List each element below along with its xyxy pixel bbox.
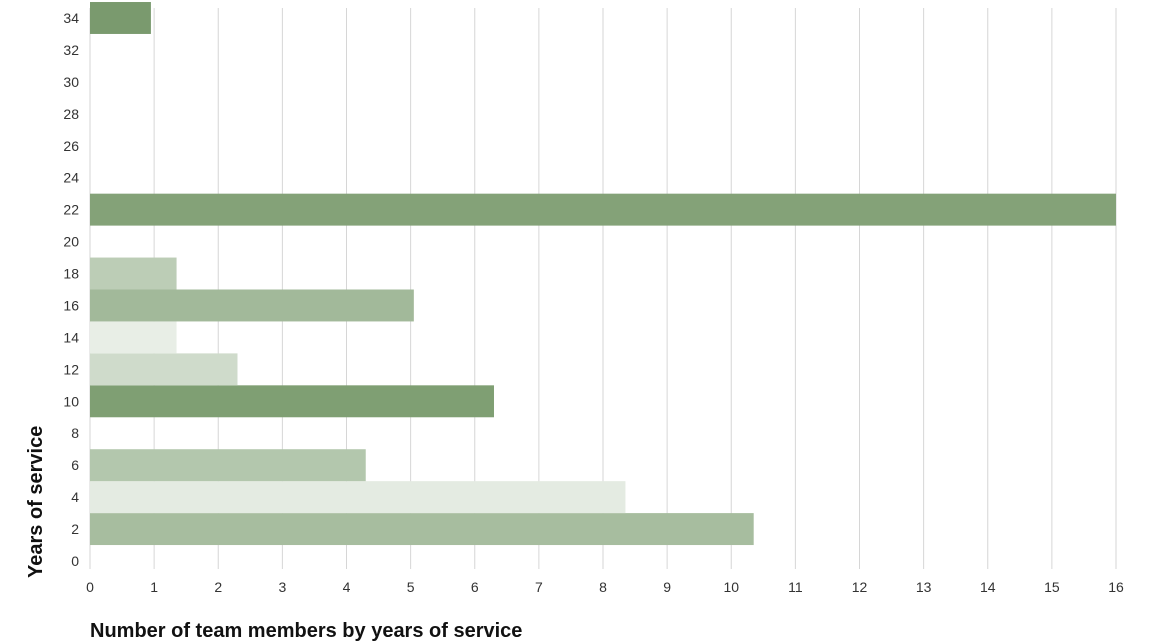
x-tick-label-16: 16: [1108, 579, 1124, 595]
bar-2: [90, 513, 754, 546]
y-tick-label-12: 12: [63, 361, 79, 377]
y-tick-label-2: 2: [71, 521, 79, 537]
bar-16: [90, 289, 414, 322]
x-tick-label-5: 5: [407, 579, 415, 595]
x-tick-label-1: 1: [150, 579, 158, 595]
bar-22: [90, 193, 1116, 226]
x-tick-label-14: 14: [980, 579, 996, 595]
x-tick-label-8: 8: [599, 579, 607, 595]
y-tick-label-22: 22: [63, 202, 79, 218]
tick-layer: 0 1 2 3 4 5 6 7 8 9 10 11 12 13 14 15 160246810121416182…: [63, 10, 1124, 595]
bar-10: [90, 385, 494, 418]
x-tick-label-2: 2: [214, 579, 222, 595]
x-tick-label-4: 4: [343, 579, 351, 595]
y-tick-label-6: 6: [71, 457, 79, 473]
y-axis-title: Years of service: [25, 426, 47, 578]
y-tick-label-26: 26: [63, 138, 79, 154]
y-tick-label-34: 34: [63, 10, 79, 26]
y-tick-label-10: 10: [63, 393, 79, 409]
y-tick-label-8: 8: [71, 425, 79, 441]
x-tick-label-0: 0: [86, 579, 94, 595]
bar-12: [90, 353, 238, 386]
y-tick-label-32: 32: [63, 42, 79, 58]
x-tick-label-6: 6: [471, 579, 479, 595]
y-tick-label-24: 24: [63, 170, 79, 186]
x-tick-label-3: 3: [278, 579, 286, 595]
y-tick-label-4: 4: [71, 489, 79, 505]
bar-14: [90, 321, 177, 354]
y-tick-label-18: 18: [63, 266, 79, 282]
y-tick-label-30: 30: [63, 74, 79, 90]
bar-18: [90, 257, 177, 290]
y-tick-label-28: 28: [63, 106, 79, 122]
bar-4: [90, 481, 626, 514]
grid-layer: [89, 8, 1117, 569]
bar-layer: [90, 2, 1116, 546]
x-axis-title: Number of team members by years of servi…: [90, 620, 522, 642]
x-tick-label-11: 11: [788, 579, 803, 595]
y-tick-label-20: 20: [63, 234, 79, 250]
x-tick-label-7: 7: [535, 579, 543, 595]
x-tick-label-15: 15: [1044, 579, 1060, 595]
y-tick-label-14: 14: [63, 329, 79, 345]
x-tick-label-9: 9: [663, 579, 671, 595]
y-tick-label-16: 16: [63, 297, 79, 313]
x-tick-label-13: 13: [916, 579, 932, 595]
x-tick-label-10: 10: [723, 579, 739, 595]
y-tick-label-0: 0: [71, 553, 79, 569]
bar-34: [90, 2, 151, 34]
x-tick-label-12: 12: [852, 579, 868, 595]
bar-6: [90, 449, 366, 482]
